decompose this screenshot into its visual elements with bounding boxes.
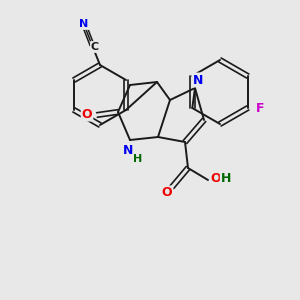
Text: C: C (91, 42, 99, 52)
Text: F: F (256, 101, 264, 115)
Text: O: O (82, 107, 92, 121)
Text: O: O (211, 172, 221, 185)
Text: O: O (162, 187, 172, 200)
Text: H: H (221, 172, 231, 185)
Text: N: N (80, 19, 88, 29)
Text: N: N (193, 74, 203, 86)
Text: N: N (123, 143, 133, 157)
Text: H: H (134, 154, 142, 164)
